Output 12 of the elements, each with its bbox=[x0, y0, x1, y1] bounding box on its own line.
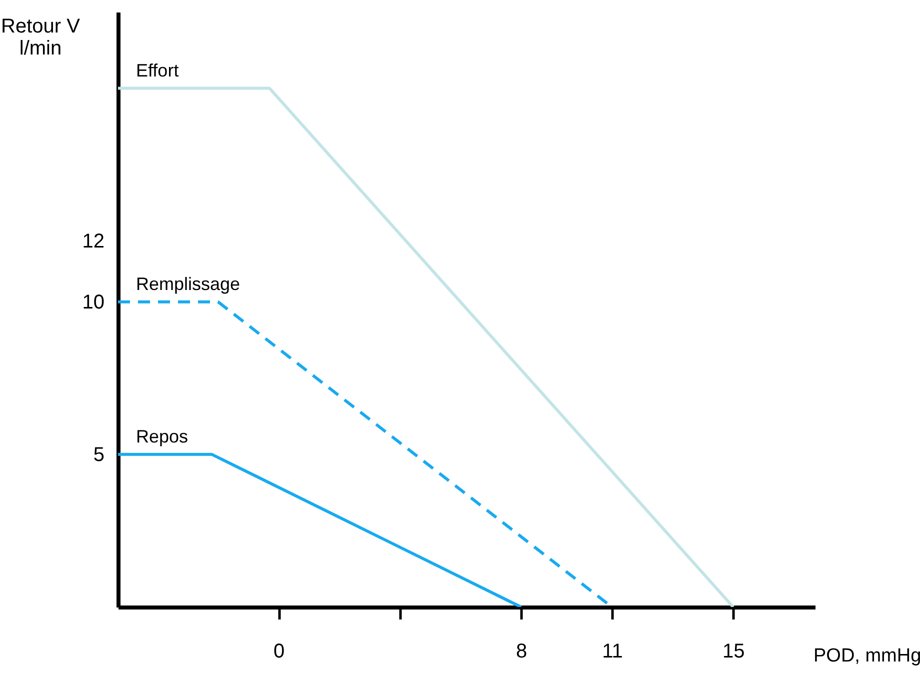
y-axis-title: Retour V l/min bbox=[1, 16, 81, 60]
series-label: Repos bbox=[136, 426, 188, 446]
x-tick-label: 8 bbox=[516, 640, 528, 662]
x-tick-label: 15 bbox=[722, 640, 745, 662]
x-axis-title: POD, mmHg bbox=[814, 646, 920, 666]
y-tick-label: 5 bbox=[93, 444, 104, 466]
series-label: Remplissage bbox=[136, 274, 240, 294]
y-tick-label: 10 bbox=[82, 291, 104, 314]
y-tick-label: 12 bbox=[82, 230, 104, 252]
x-tick-label: 11 bbox=[602, 640, 623, 662]
x-tick-label: 0 bbox=[274, 640, 285, 662]
series-label: Effort bbox=[136, 60, 179, 80]
